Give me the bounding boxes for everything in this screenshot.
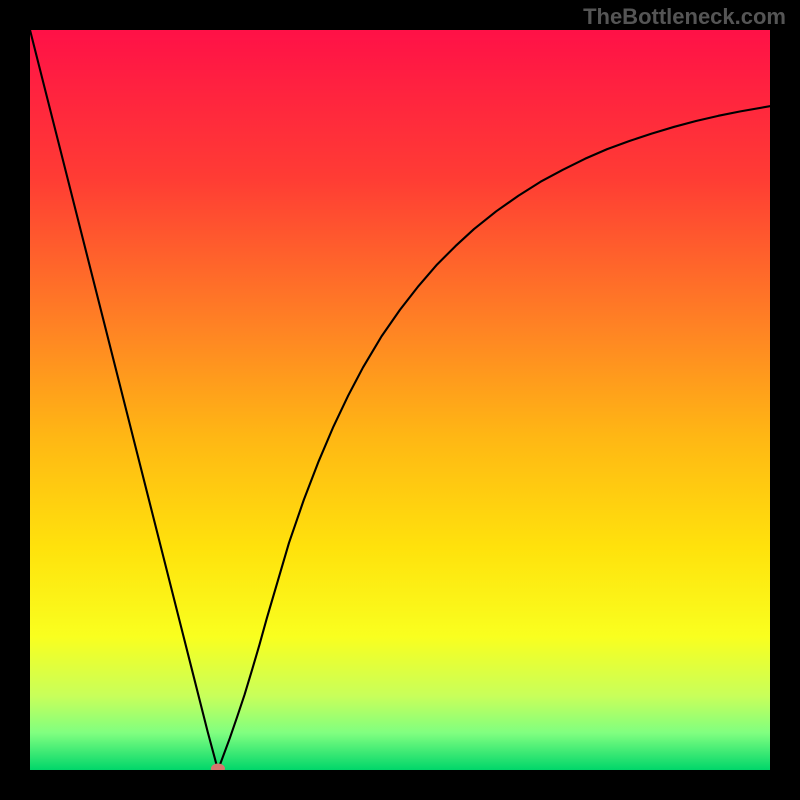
gradient-background: [30, 30, 770, 770]
watermark-text: TheBottleneck.com: [583, 4, 786, 30]
chart-svg: [30, 30, 770, 770]
plot-area: [30, 30, 770, 770]
